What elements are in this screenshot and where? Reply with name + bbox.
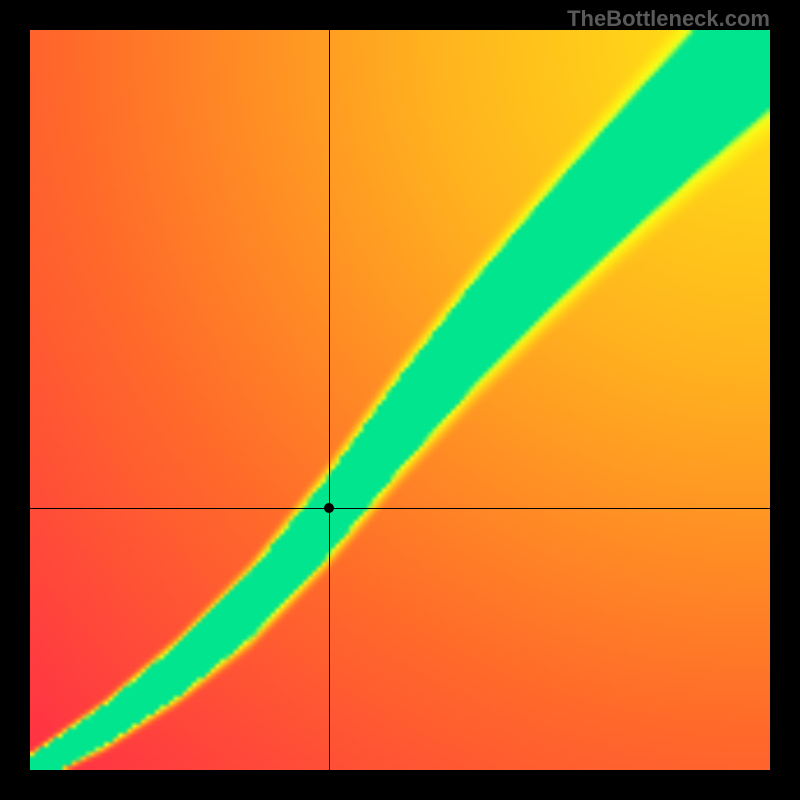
crosshair-horizontal [30,508,770,509]
watermark-text: TheBottleneck.com [567,6,770,32]
heatmap-canvas [30,30,770,770]
bottleneck-heatmap [30,30,770,770]
selection-marker[interactable] [324,503,334,513]
crosshair-vertical [329,30,330,770]
